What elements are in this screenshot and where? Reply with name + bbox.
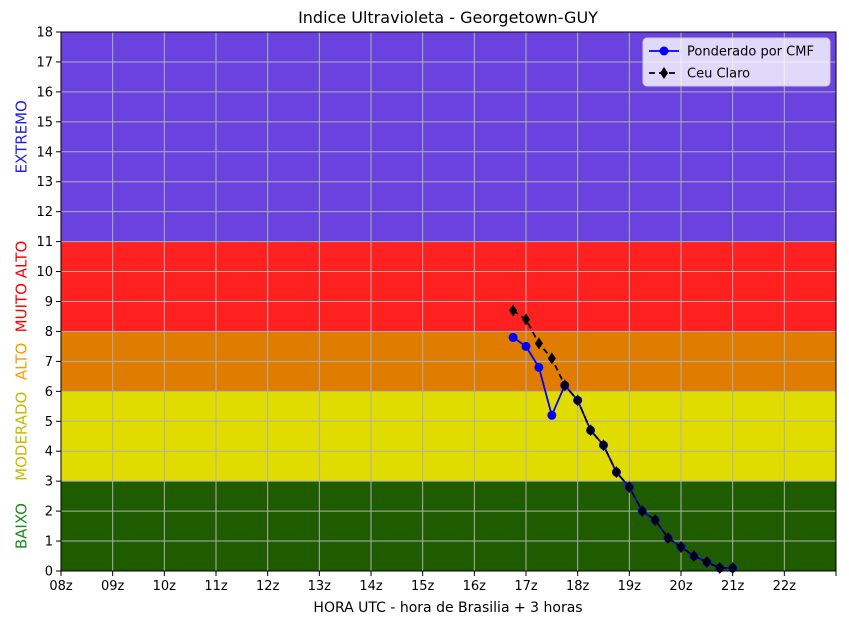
y-tick-label: 11 — [36, 235, 53, 250]
y-tick-label: 4 — [45, 445, 53, 460]
chart-title: Indice Ultravioleta - Georgetown-GUY — [298, 8, 598, 27]
band-baixo — [61, 481, 836, 571]
y-tick-label: 0 — [45, 565, 53, 580]
legend-marker — [660, 67, 668, 79]
y-tick-label: 14 — [36, 145, 53, 160]
data-point — [651, 514, 660, 527]
data-point — [638, 505, 647, 518]
y-tick-label: 8 — [45, 325, 53, 340]
legend-marker — [659, 46, 669, 56]
data-point — [573, 394, 582, 407]
series-layer — [508, 304, 738, 575]
x-tick-label: 17z — [514, 579, 538, 594]
data-point — [702, 556, 711, 569]
band-label-moderado: MODERADO — [13, 392, 31, 481]
x-tick-label: 18z — [566, 579, 590, 594]
x-tick-label: 12z — [256, 579, 280, 594]
legend-box — [642, 37, 831, 87]
uv-category-bands — [61, 32, 836, 571]
y-tick-label: 9 — [45, 295, 53, 310]
y-tick-label: 3 — [45, 475, 53, 490]
band-label-muito-alto: MUITO ALTO — [13, 241, 31, 333]
x-tick-label: 21z — [721, 579, 745, 594]
data-point — [599, 439, 608, 452]
band-label-baixo: BAIXO — [13, 503, 31, 549]
y-tick-label: 12 — [36, 205, 53, 220]
data-point — [677, 541, 685, 554]
y-tick-label: 6 — [45, 385, 53, 400]
data-point — [534, 362, 544, 372]
x-tick-label: 15z — [411, 579, 435, 594]
data-point — [586, 424, 595, 437]
y-tick-label: 10 — [36, 265, 53, 280]
x-axis-label: HORA UTC - hora de Brasilia + 3 horas — [313, 600, 582, 616]
data-point — [534, 337, 543, 350]
data-point — [522, 313, 530, 326]
x-tick-label: 14z — [359, 579, 383, 594]
grid-lines — [60, 31, 837, 572]
y-tick-label: 13 — [36, 175, 53, 190]
data-point — [508, 332, 518, 342]
data-point — [612, 466, 621, 479]
band-label-alto: ALTO — [13, 343, 31, 381]
x-tick-label: 08z — [49, 579, 73, 594]
y-tick-label: 2 — [45, 505, 53, 520]
x-tick-label: 16z — [463, 579, 487, 594]
y-tick-label: 1 — [45, 535, 53, 550]
x-tick-label: 22z — [773, 579, 797, 594]
x-tick-label: 13z — [308, 579, 332, 594]
band-muito-alto — [61, 241, 836, 332]
band-moderado — [61, 391, 836, 482]
x-tick-label: 09z — [101, 579, 125, 594]
band-label-extremo: EXTREMO — [13, 100, 31, 173]
data-point — [625, 481, 634, 494]
data-point — [689, 550, 698, 563]
x-axis-ticks: 08z 09z 10z 11z 12z 13z 14z 15z 16z 17z 18z 19z 20z 2… — [49, 571, 837, 594]
y-tick-label: 17 — [36, 55, 53, 70]
data-point — [547, 352, 556, 365]
x-tick-label: 11z — [204, 579, 228, 594]
data-point — [560, 379, 569, 392]
data-point — [509, 304, 518, 317]
x-tick-label: 20z — [669, 579, 693, 594]
y-tick-label: 5 — [45, 415, 53, 430]
y-tick-label: 15 — [36, 115, 53, 130]
y-tick-label: 16 — [36, 85, 53, 100]
y-tick-label: 18 — [36, 26, 53, 41]
data-point — [547, 410, 557, 420]
legend: Ponderado por CMF Ceu Claro — [642, 37, 831, 87]
data-point — [664, 532, 673, 545]
legend-label: Ceu Claro — [687, 67, 750, 82]
uv-category-labels: BAIXO MODERADO ALTO MUITO ALTO EXTREMO — [13, 100, 31, 549]
x-tick-label: 10z — [153, 579, 177, 594]
y-tick-label: 7 — [45, 355, 53, 370]
x-tick-label: 19z — [618, 579, 642, 594]
legend-label: Ponderado por CMF — [687, 45, 814, 60]
data-point — [521, 341, 531, 351]
